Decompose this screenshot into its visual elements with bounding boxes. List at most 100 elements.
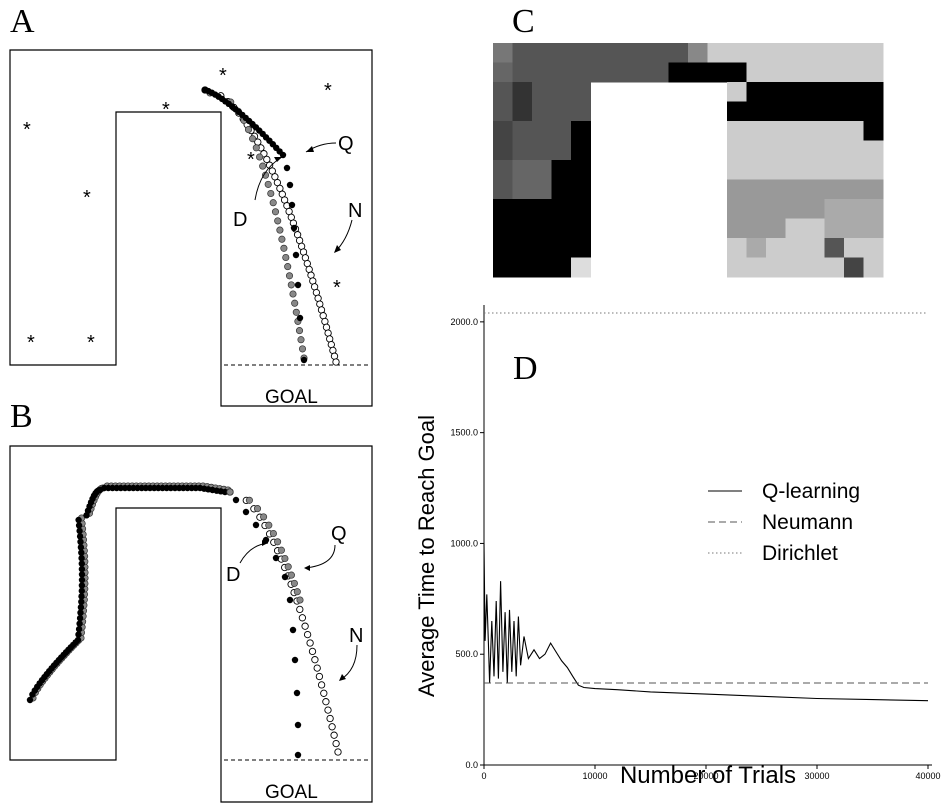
qlearning-path-point bbox=[252, 144, 260, 152]
value-grid-cell bbox=[512, 82, 533, 102]
y-tick-label: 1500.0 bbox=[450, 428, 478, 438]
value-grid-cell bbox=[805, 121, 825, 141]
obstacle-star-icon: * bbox=[219, 65, 227, 87]
value-grid-cell bbox=[766, 257, 786, 278]
value-grid-cell bbox=[512, 62, 533, 83]
qlearning-path-point bbox=[245, 496, 253, 504]
value-grid-cell bbox=[571, 62, 591, 83]
dirichlet-path-point bbox=[281, 573, 289, 581]
value-grid-cell bbox=[844, 82, 864, 102]
value-grid-cell bbox=[571, 82, 591, 102]
value-grid-cell bbox=[727, 121, 747, 141]
value-grid-cell bbox=[512, 121, 533, 141]
qlearning-path-point bbox=[296, 596, 304, 604]
value-grid-cell bbox=[844, 140, 864, 161]
neumann-path-point bbox=[330, 731, 338, 739]
panel-b-letter: B bbox=[10, 398, 33, 435]
value-grid-cell bbox=[493, 140, 513, 161]
value-grid-cell bbox=[571, 257, 591, 278]
value-grid-cell bbox=[844, 121, 864, 141]
value-grid-cell bbox=[863, 43, 884, 63]
neumann-path-point bbox=[306, 639, 314, 647]
value-grid-cell bbox=[824, 43, 845, 63]
value-grid-cell bbox=[532, 62, 552, 83]
qlearning-path-point bbox=[295, 327, 304, 335]
value-grid-cell bbox=[746, 199, 767, 219]
value-grid-cell bbox=[844, 257, 864, 278]
value-grid-cell bbox=[512, 257, 533, 278]
dirichlet-path-point bbox=[75, 625, 83, 633]
value-grid-cell bbox=[805, 218, 825, 239]
value-grid-cell bbox=[493, 62, 513, 83]
value-grid-cell bbox=[590, 62, 611, 83]
neumann-path-point bbox=[263, 155, 271, 164]
qlearning-path-point bbox=[276, 226, 284, 234]
value-grid-cell bbox=[844, 43, 864, 63]
value-grid-cell bbox=[863, 82, 884, 102]
value-grid-cell bbox=[805, 101, 825, 122]
dirichlet-path-point bbox=[78, 593, 85, 600]
value-grid-cell bbox=[863, 121, 884, 141]
panel-b-d-label: D bbox=[226, 564, 240, 586]
value-grid-cell bbox=[512, 218, 533, 239]
value-grid-cell bbox=[727, 140, 747, 161]
panel-a-goal-label: GOAL bbox=[265, 387, 318, 408]
neumann-path-point bbox=[296, 605, 304, 614]
value-grid-cell bbox=[727, 62, 747, 83]
value-grid-cell bbox=[571, 43, 591, 63]
x-tick-label: 20000 bbox=[693, 771, 718, 781]
value-grid-cell bbox=[805, 140, 825, 161]
value-grid-cell bbox=[571, 121, 591, 141]
neumann-path-point bbox=[308, 647, 317, 656]
value-grid-cell bbox=[863, 199, 884, 219]
value-grid-cell bbox=[493, 179, 513, 200]
dirichlet-path-point bbox=[75, 522, 83, 529]
value-grid-cell bbox=[766, 82, 786, 102]
value-grid-cell bbox=[766, 199, 786, 219]
value-grid-cell bbox=[629, 62, 650, 83]
dirichlet-path-point bbox=[78, 555, 85, 562]
value-grid-cell bbox=[571, 179, 591, 200]
value-grid-cell bbox=[863, 238, 884, 258]
obstacle-star-icon: * bbox=[333, 277, 341, 299]
x-axis-label: Number of Trials bbox=[620, 762, 796, 789]
value-grid-cell bbox=[512, 199, 533, 219]
value-grid-cell bbox=[532, 82, 552, 102]
value-grid-cell bbox=[727, 82, 747, 102]
value-grid-cell bbox=[746, 257, 767, 278]
dirichlet-path-point bbox=[294, 281, 302, 289]
value-grid-cell bbox=[766, 101, 786, 122]
value-grid-cell bbox=[863, 179, 884, 200]
value-grid-cell bbox=[551, 121, 572, 141]
panel-a-q-arrowhead bbox=[306, 146, 314, 152]
qlearning-path-point bbox=[291, 299, 299, 307]
dirichlet-path-point bbox=[296, 314, 304, 322]
value-grid-cell bbox=[766, 238, 786, 258]
panel-a-d-label: D bbox=[233, 209, 247, 231]
panel-b-q-label: Q bbox=[331, 523, 347, 545]
value-grid-cell bbox=[766, 160, 786, 180]
neumann-path-point bbox=[301, 622, 309, 630]
panel-b-n-label: N bbox=[349, 625, 363, 647]
dirichlet-path-point bbox=[74, 636, 82, 644]
dirichlet-path-point bbox=[77, 604, 85, 611]
qlearning-path-point bbox=[278, 235, 286, 243]
dirichlet-path-point bbox=[293, 689, 301, 697]
qlearning-path-point bbox=[265, 521, 273, 529]
dirichlet-path-point bbox=[294, 721, 302, 729]
value-grid-cell bbox=[785, 199, 806, 219]
value-grid-cell bbox=[551, 62, 572, 83]
value-grid-cell bbox=[766, 121, 786, 141]
series-line-q-learning bbox=[483, 543, 929, 702]
dirichlet-path-point bbox=[289, 626, 297, 634]
obstacle-star-icon: * bbox=[162, 99, 170, 121]
value-grid-cell bbox=[805, 257, 825, 278]
value-grid-cell bbox=[766, 43, 786, 63]
neumann-path-point bbox=[317, 681, 326, 689]
neumann-path-point bbox=[311, 656, 319, 664]
value-grid-cell bbox=[785, 238, 806, 258]
value-grid-cell bbox=[551, 140, 572, 161]
value-grid-cell bbox=[746, 140, 767, 161]
value-grid-cell bbox=[805, 238, 825, 258]
x-tick-label: 40000 bbox=[915, 771, 940, 781]
